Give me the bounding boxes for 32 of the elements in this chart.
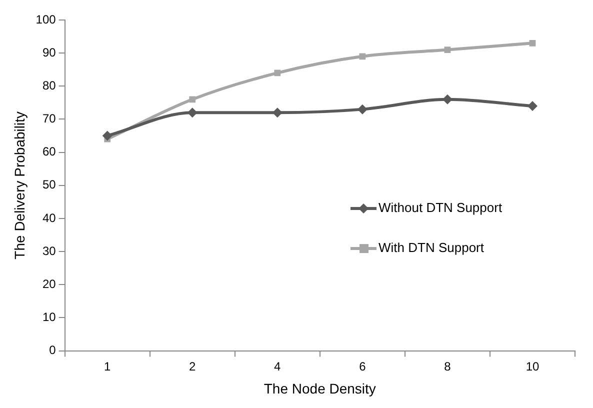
x-axis-title: The Node Density bbox=[264, 380, 376, 396]
point bbox=[442, 94, 452, 104]
legend-label: With DTN Support bbox=[378, 240, 484, 256]
x-tick-label: 4 bbox=[274, 359, 282, 374]
y-tick-label: 90 bbox=[42, 45, 56, 60]
x-tick-label: 2 bbox=[189, 359, 196, 374]
y-tick-label: 0 bbox=[49, 343, 56, 358]
point bbox=[272, 108, 282, 118]
point bbox=[357, 104, 368, 114]
y-tick-label: 100 bbox=[36, 12, 56, 26]
point bbox=[444, 46, 451, 53]
y-tick-label: 30 bbox=[42, 244, 56, 258]
y-axis-title: The Delivery Probability bbox=[11, 111, 28, 260]
point bbox=[187, 108, 198, 118]
y-tick-label: 60 bbox=[42, 144, 56, 159]
legend-label: Without DTN Support bbox=[378, 200, 502, 216]
point bbox=[527, 101, 538, 112]
y-tick-label: 40 bbox=[42, 210, 56, 225]
y-tick-label: 70 bbox=[42, 112, 56, 126]
point bbox=[359, 53, 366, 60]
x-tick-label: 1 bbox=[104, 359, 111, 374]
y-tick-label: 80 bbox=[42, 78, 56, 92]
y-tick-label: 20 bbox=[42, 276, 56, 291]
x-tick-label: 8 bbox=[444, 359, 452, 374]
x-tick-label: 6 bbox=[359, 359, 366, 374]
point bbox=[189, 96, 196, 103]
point bbox=[102, 130, 112, 141]
y-tick-label: 50 bbox=[42, 178, 56, 192]
point bbox=[529, 40, 536, 46]
x-tick-label: 10 bbox=[526, 359, 540, 374]
y-tick-label: 10 bbox=[42, 310, 56, 324]
point bbox=[274, 70, 281, 76]
